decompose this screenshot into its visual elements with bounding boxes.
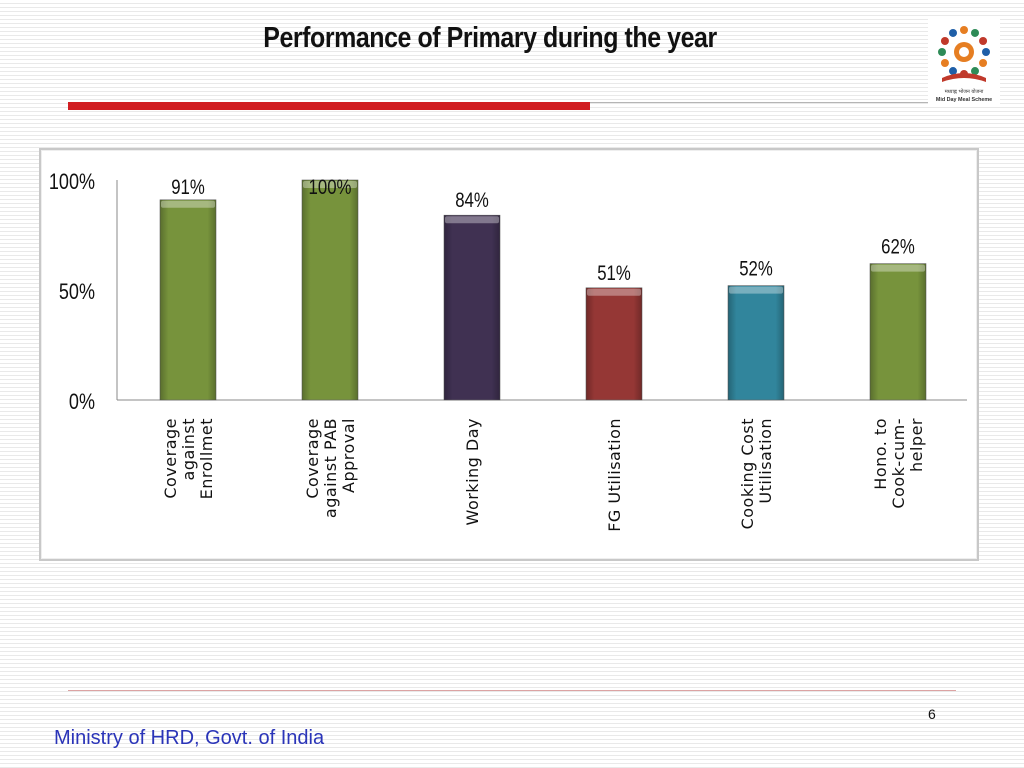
logo-figure xyxy=(940,37,949,45)
data-label: 91% xyxy=(171,176,205,199)
logo-figure xyxy=(949,67,957,76)
mid-day-meal-logo-icon: मध्याह्न भोजन योजना Mid Day Meal Scheme xyxy=(936,26,992,103)
bar-chart: 0%50%100% 91% 100%84%51% 52%62% Coverage ag… xyxy=(49,170,967,532)
logo-figure xyxy=(940,59,949,67)
x-category-line: against xyxy=(179,418,198,480)
bar-cap xyxy=(161,200,215,208)
logo-figure xyxy=(960,26,968,34)
y-tick-label: 50% xyxy=(59,280,95,304)
mid-day-meal-logo: मध्याह्न भोजन योजना Mid Day Meal Scheme xyxy=(928,16,1000,106)
bar-cap xyxy=(729,286,783,294)
bar-shading xyxy=(444,215,500,400)
footer-text: Ministry of HRD, Govt. of India xyxy=(54,727,325,749)
title-underline-red xyxy=(68,102,590,110)
x-category-line: Cooking Cost xyxy=(738,418,757,529)
x-category-line: Utilisation xyxy=(756,418,775,504)
x-category-label: Hono. to Cook-cum-helper xyxy=(871,418,926,509)
bar-cap xyxy=(445,216,499,224)
title-underline-grey xyxy=(590,102,930,103)
logo-figure xyxy=(979,37,988,45)
bar-shading xyxy=(728,285,784,400)
logo-figure xyxy=(971,28,979,37)
data-label: 84% xyxy=(455,190,489,213)
x-category-line: Working Day xyxy=(463,418,482,525)
x-category-label: Working Day xyxy=(463,418,482,525)
slide-title: Performance of Primary during the year xyxy=(263,22,717,54)
x-category-line: helper xyxy=(907,418,926,472)
x-category-line: FG Utilisation xyxy=(605,418,624,532)
data-label: 62% xyxy=(881,236,915,259)
x-category-label: Cooking Cost Utilisation xyxy=(738,418,775,529)
x-category-line: Approval xyxy=(339,418,358,493)
chart-panel: 0% 50% 100% 91% 100% 84% 51% 52% 62% Coverage ag… xyxy=(39,148,979,561)
logo-hindi-text: मध्याह्न भोजन योजना xyxy=(945,88,984,95)
x-category-label: Coverage against PAB Approval xyxy=(303,418,358,518)
bar-shading xyxy=(160,199,216,400)
data-label: 52% xyxy=(739,258,773,281)
data-label: 51% xyxy=(597,262,631,285)
logo-figure xyxy=(938,48,946,56)
bar-shading xyxy=(586,287,642,400)
footer-rule xyxy=(68,690,956,691)
bar-cap xyxy=(871,264,925,272)
data-label: 100% xyxy=(309,176,352,199)
x-category-line: Hono. to xyxy=(871,418,890,490)
y-tick-label: 100% xyxy=(49,170,95,194)
bar-cap xyxy=(303,181,357,188)
page-number: 6 xyxy=(928,706,936,722)
logo-figure xyxy=(982,48,990,56)
x-category-line: Enrollmet xyxy=(197,418,216,499)
x-category-label: FG Utilisation xyxy=(605,418,624,532)
bar-cap xyxy=(587,288,641,296)
x-category-line: Coverage xyxy=(161,418,180,499)
y-tick-label: 0% xyxy=(69,390,95,414)
x-category-line: Coverage xyxy=(303,418,322,499)
logo-figure xyxy=(971,67,979,76)
x-category-line: Cook-cum- xyxy=(889,418,908,509)
logo-figure xyxy=(979,59,988,67)
bar-shading xyxy=(302,180,358,400)
x-category-line: against PAB xyxy=(321,418,340,518)
logo-figure xyxy=(949,28,957,37)
x-category-label: Coverage against Enrollmet xyxy=(161,418,216,499)
logo-english-text: Mid Day Meal Scheme xyxy=(936,97,992,103)
bar-shading xyxy=(870,263,926,400)
